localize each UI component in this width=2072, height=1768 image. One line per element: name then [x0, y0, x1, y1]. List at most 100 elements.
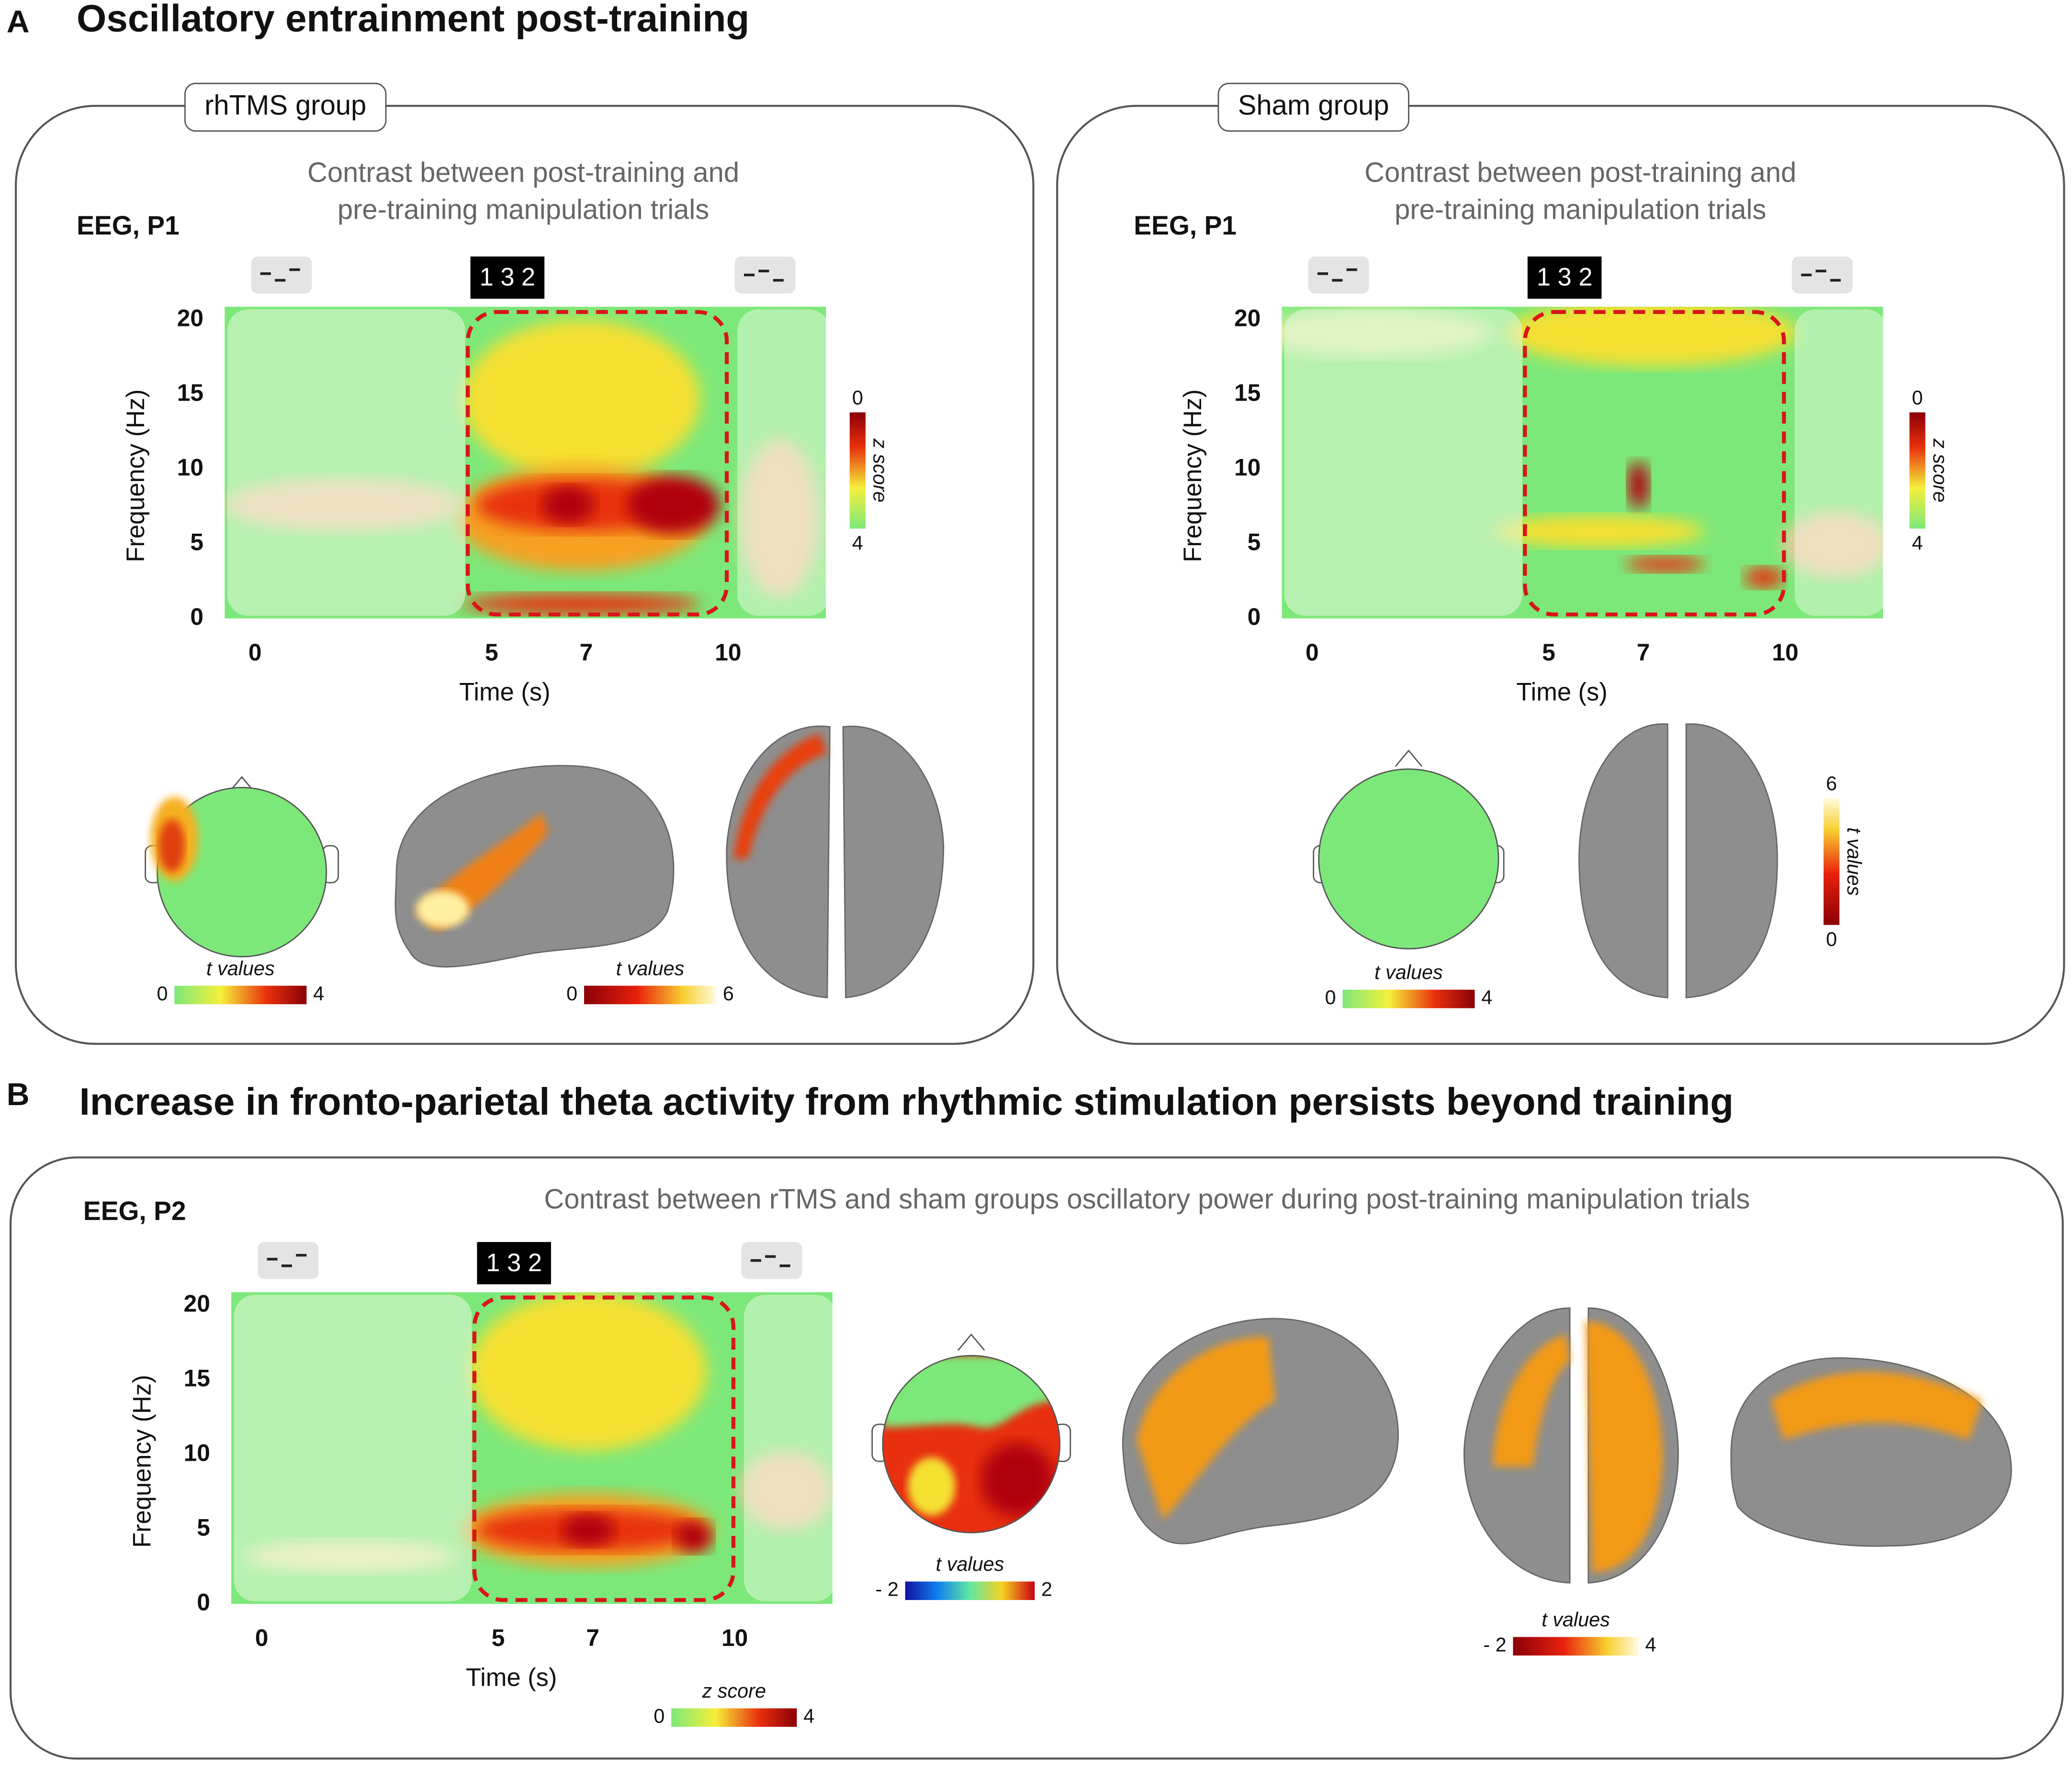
y-tick-label: 20: [184, 1290, 210, 1317]
y-tick-label: 5: [190, 528, 203, 555]
x-tick-label: 5: [485, 639, 498, 666]
spectrogram: [231, 1292, 833, 1604]
baseline-shade: [1284, 309, 1522, 616]
colorbar: [174, 985, 307, 1005]
power-blob: [628, 476, 721, 534]
window-outline: [465, 310, 729, 617]
x-axis-label: Time (s): [466, 1664, 557, 1692]
colorbar-label: z score: [1929, 438, 1951, 502]
y-axis-label: Frequency (Hz): [122, 389, 150, 562]
y-tick-label: 10: [1234, 454, 1261, 481]
colorbar-min: 0: [653, 1705, 664, 1727]
subtitle: pre-training manipulation trials: [1395, 194, 1766, 225]
y-tick-label: 0: [1248, 603, 1261, 630]
power-blob: [1625, 556, 1705, 572]
colorbar-min: 0: [566, 983, 577, 1005]
sequence-icon: [1791, 256, 1853, 294]
colorbar-min: 0: [157, 983, 168, 1005]
panel-letter: B: [7, 1077, 30, 1112]
x-tick-label: 10: [715, 639, 741, 666]
sequence-label: 1 3 2: [480, 264, 536, 291]
sequence-icon: [1308, 256, 1369, 294]
power-blob: [1506, 306, 1797, 366]
colorbar-max: 4: [1912, 532, 1923, 554]
colorbar-label: t values: [936, 1553, 1004, 1575]
eeg-label: EEG, P1: [77, 211, 180, 240]
brain-dorsal: [1578, 723, 1778, 998]
colorbar: [584, 985, 717, 1005]
x-tick-label: 7: [586, 1624, 599, 1651]
sequence-icon: [258, 1242, 319, 1279]
eeg-label: EEG, P1: [1134, 211, 1237, 240]
sequence-icon: [741, 1242, 802, 1279]
eeg-label: EEG, P2: [83, 1196, 186, 1226]
colorbar-label: t values: [206, 957, 275, 979]
group-frame: [1056, 105, 2065, 1045]
spectrogram: [225, 306, 826, 619]
power-blob: [469, 1292, 707, 1451]
power-blob: [1744, 567, 1784, 588]
colorbar-min: 0: [852, 387, 863, 409]
sequence-box: [470, 256, 545, 299]
spectrogram-image: [231, 1292, 833, 1604]
y-tick-label: 0: [190, 603, 203, 630]
topo-map: [871, 1333, 1071, 1533]
colorbar-max: 4: [1481, 986, 1492, 1008]
y-tick-label: 15: [1234, 379, 1261, 406]
panel-title: Increase in fronto-parietal theta activi…: [79, 1080, 1734, 1123]
colorbar-label: t values: [616, 957, 685, 979]
colorbar-label: z score: [869, 438, 891, 502]
y-tick-label: 10: [184, 1440, 210, 1466]
colorbar-min: - 2: [876, 1578, 899, 1600]
x-tick-label: 7: [1637, 639, 1650, 666]
brain-dorsal: [726, 725, 945, 998]
group-label-box: [1217, 82, 1409, 132]
sequence-box: [477, 1242, 552, 1285]
colorbar-label: t values: [1542, 1609, 1610, 1631]
power-blob: [1493, 515, 1705, 548]
power-blob: [1628, 461, 1649, 509]
colorbar-max: 4: [852, 532, 863, 554]
subtitle: pre-training manipulation trials: [338, 194, 709, 225]
x-tick-label: 7: [580, 639, 593, 666]
colorbar-max: 4: [1645, 1634, 1656, 1656]
topo-map: [145, 776, 339, 958]
sequence-icon: [734, 256, 796, 294]
x-tick-label: 10: [721, 1624, 748, 1651]
spectrogram-image: [1282, 306, 1883, 619]
x-tick-label: 10: [1772, 639, 1798, 666]
window-outline: [472, 1295, 736, 1602]
y-tick-label: 15: [184, 1365, 210, 1392]
y-axis-label: Frequency (Hz): [1179, 389, 1207, 562]
colorbar-max: 6: [723, 983, 734, 1005]
colorbar-label: z score: [702, 1680, 766, 1702]
spectrogram: [1282, 306, 1883, 619]
sequence-box: [1527, 256, 1602, 299]
power-blob: [541, 486, 595, 524]
x-tick-label: 5: [492, 1624, 505, 1651]
sequence-label: 1 3 2: [486, 1249, 542, 1277]
y-tick-label: 5: [1248, 528, 1261, 555]
y-tick-label: 0: [197, 1589, 210, 1615]
group-label: rhTMS group: [204, 90, 366, 121]
colorbar-min: - 2: [1483, 1634, 1506, 1656]
colorbar-max: 2: [1041, 1578, 1052, 1600]
window-outline: [1523, 310, 1786, 617]
x-axis-label: Time (s): [1516, 678, 1607, 706]
colorbar: [849, 412, 866, 529]
panel-title: Oscillatory entrainment post-training: [77, 0, 749, 40]
colorbar: [671, 1708, 797, 1727]
subtitle: Contrast between post-training and: [307, 157, 739, 188]
power-blob: [462, 593, 700, 615]
brain-lateral: [394, 765, 675, 968]
topo-map: [1313, 750, 1505, 950]
y-tick-label: 20: [1234, 305, 1261, 332]
panel-frame: [10, 1156, 2064, 1760]
panel-letter: A: [7, 4, 30, 40]
subtitle: Contrast between post-training and: [1364, 157, 1796, 188]
y-axis-label: Frequency (Hz): [129, 1375, 157, 1548]
y-tick-label: 20: [177, 305, 203, 332]
y-tick-label: 10: [177, 454, 203, 481]
colorbar-label: t values: [1374, 962, 1443, 984]
